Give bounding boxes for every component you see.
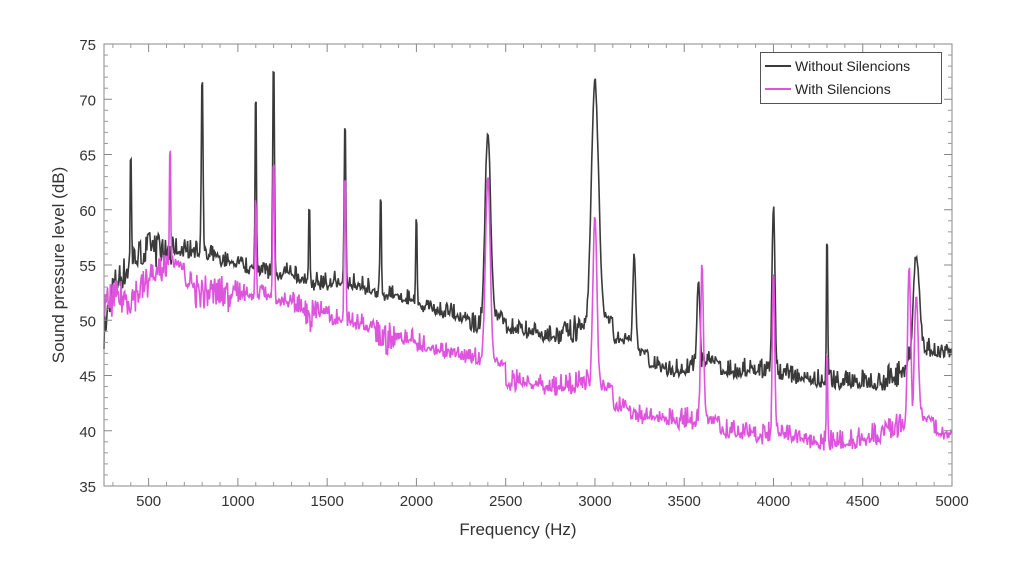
legend-label-with: With Silencions — [795, 80, 891, 97]
x-tick-label: 1500 — [310, 493, 343, 510]
legend: Without Silencions With Silencions — [760, 52, 942, 104]
y-axis-label: Sound pressure level (dB) — [49, 167, 68, 364]
y-tick-label: 50 — [79, 313, 96, 330]
x-tick-label: 1000 — [221, 493, 254, 510]
legend-item-without: Without Silencions — [765, 55, 941, 76]
y-tick-label: 60 — [79, 203, 96, 220]
x-tick-label: 5000 — [935, 493, 968, 510]
legend-swatch-without — [765, 64, 791, 67]
x-tick-label: 4500 — [846, 493, 879, 510]
plot-frame — [103, 43, 953, 487]
series-line-with-silencions — [103, 150, 953, 451]
x-tick-label: 2000 — [400, 493, 433, 510]
y-tick-label: 55 — [79, 258, 96, 275]
x-tick-label: 500 — [136, 493, 161, 510]
series-line-without-silencions — [103, 70, 953, 392]
y-tick-label: 70 — [79, 92, 96, 109]
x-tick-label: 3000 — [578, 493, 611, 510]
legend-item-with: With Silencions — [765, 78, 941, 99]
legend-label-without: Without Silencions — [795, 57, 911, 74]
y-tick-label: 65 — [79, 148, 96, 165]
y-tick-label: 35 — [79, 479, 96, 496]
y-tick-label: 40 — [79, 424, 96, 441]
x-tick-label: 2500 — [489, 493, 522, 510]
x-axis-label: Frequency (Hz) — [459, 520, 576, 539]
legend-swatch-with — [765, 87, 791, 90]
y-tick-label: 45 — [79, 369, 96, 386]
x-tick-label: 3500 — [668, 493, 701, 510]
y-tick-label: 75 — [79, 37, 96, 54]
x-tick-label: 4000 — [757, 493, 790, 510]
